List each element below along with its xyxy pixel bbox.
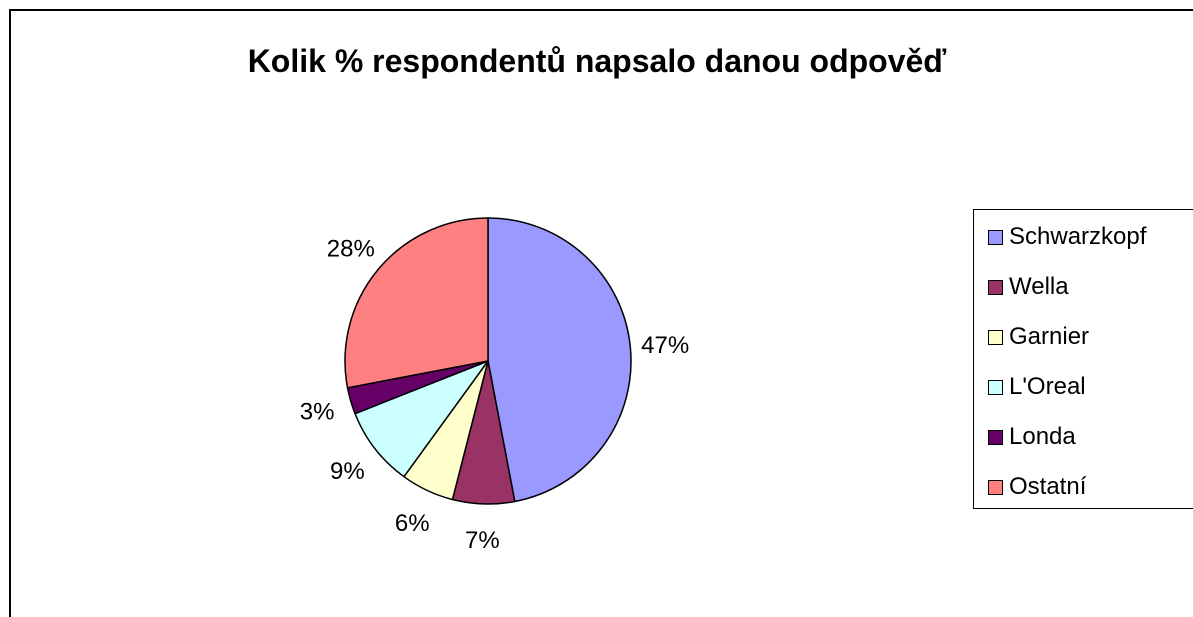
chart-title: Kolik % respondentů napsalo danou odpově…	[248, 43, 948, 79]
legend-swatch	[988, 279, 1003, 295]
legend-swatch	[988, 479, 1003, 495]
data-label-wella: 7%	[465, 527, 500, 554]
legend-swatch	[988, 429, 1003, 445]
legend-label: Ostatní	[1009, 473, 1087, 500]
data-label-londa: 3%	[300, 399, 335, 426]
pie-slice-schwarzkopf	[487, 217, 632, 503]
data-label-ostatni: 28%	[327, 236, 375, 263]
legend-item-garnier: Garnier	[988, 322, 1089, 352]
legend: Schwarzkopf Wella Garnier L'Oreal Londa Ostat…	[973, 209, 1193, 509]
legend-label: L'Oreal	[1009, 373, 1086, 400]
legend-item-ostatni: Ostatní	[988, 472, 1086, 502]
data-label-l-oreal: 9%	[330, 458, 365, 485]
legend-item-l-oreal: L'Oreal	[988, 372, 1086, 402]
legend-item-schwarzkopf: Schwarzkopf	[988, 222, 1146, 252]
pie-data-labels: 47% 7% 6% 9% 3% 28%	[300, 236, 689, 554]
legend-swatch	[988, 229, 1003, 245]
legend-label: Garnier	[1009, 323, 1090, 350]
legend-label: Londa	[1009, 423, 1076, 450]
legend-item-londa: Londa	[988, 422, 1076, 452]
legend-item-wella: Wella	[988, 272, 1069, 302]
pie-slice-ostatni	[344, 217, 489, 389]
legend-swatch	[988, 329, 1003, 345]
legend-label: Schwarzkopf	[1009, 223, 1147, 250]
pie-slices	[344, 217, 632, 505]
data-label-schwarzkopf: 47%	[641, 332, 689, 359]
legend-label: Wella	[1009, 273, 1069, 300]
legend-swatch	[988, 379, 1003, 395]
data-label-garnier: 6%	[395, 510, 430, 537]
pie-slice-l-oreal	[354, 360, 489, 478]
